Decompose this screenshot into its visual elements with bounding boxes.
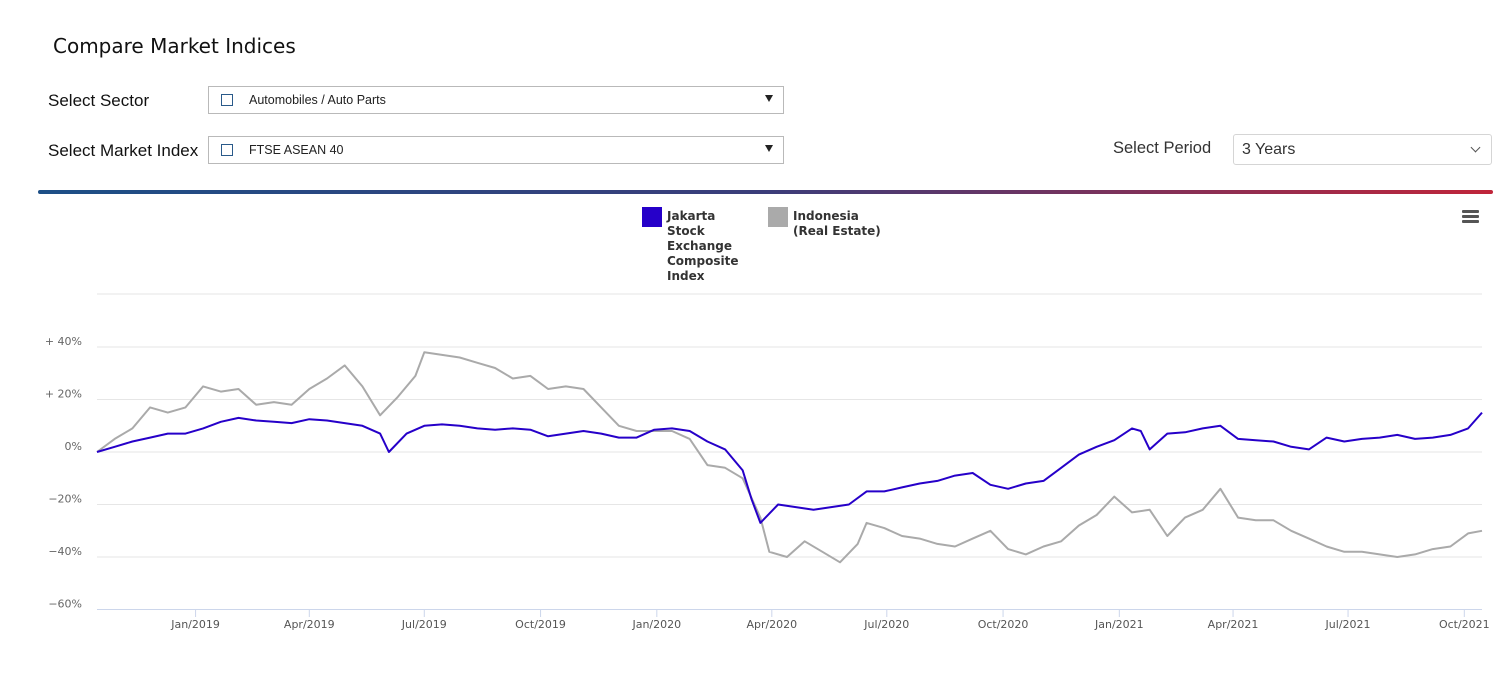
caret-down-icon[interactable] [765, 95, 773, 102]
sector-selected-value: Automobiles / Auto Parts [249, 93, 386, 107]
y-tick-label: + 40% [45, 335, 82, 348]
sector-label: Select Sector [48, 91, 150, 110]
series-line-2 [96, 351, 1483, 564]
section-divider [38, 190, 1493, 194]
period-selected-value: 3 Years [1242, 141, 1296, 158]
market-index-label: Select Market Index [48, 141, 199, 160]
x-tick-label: Jul/2019 [401, 618, 447, 631]
x-tick-label: Apr/2021 [1208, 618, 1259, 631]
hamburger-menu-icon[interactable] [1462, 210, 1480, 224]
x-tick-label: Jan/2019 [170, 618, 220, 631]
checkbox-icon[interactable] [221, 144, 233, 156]
y-tick-label: −60% [48, 598, 82, 611]
checkbox-icon[interactable] [221, 94, 233, 106]
x-tick-label: Apr/2020 [746, 618, 797, 631]
x-tick-label: Jan/2020 [631, 618, 681, 631]
market-index-selected-value: FTSE ASEAN 40 [249, 143, 344, 157]
y-tick-label: −40% [48, 545, 82, 558]
x-tick-label: Apr/2019 [284, 618, 335, 631]
caret-down-icon[interactable] [765, 145, 773, 152]
x-tick-label: Jul/2020 [863, 618, 909, 631]
sector-dropdown[interactable]: Automobiles / Auto Parts [208, 86, 784, 114]
y-tick-label: + 20% [45, 388, 82, 401]
period-label: Select Period [1113, 139, 1212, 157]
page-title: Compare Market Indices [53, 34, 296, 58]
x-tick-label: Jan/2021 [1094, 618, 1144, 631]
legend-swatch [642, 207, 662, 227]
x-tick-label: Jul/2021 [1325, 618, 1371, 631]
series-line-1 [96, 411, 1483, 524]
y-tick-label: −20% [48, 493, 82, 506]
x-tick-label: Oct/2020 [978, 618, 1029, 631]
legend-swatch [768, 207, 788, 227]
y-tick-label: 0% [65, 440, 82, 453]
legend-label: Jakarta Stock Exchange Composite Index [667, 209, 739, 283]
market-index-dropdown[interactable]: FTSE ASEAN 40 [208, 136, 784, 164]
period-select[interactable]: 3 Years [1233, 134, 1492, 165]
x-tick-label: Oct/2021 [1439, 618, 1490, 631]
legend-label: Indonesia (Real Estate) [793, 209, 881, 238]
x-tick-label: Oct/2019 [515, 618, 566, 631]
